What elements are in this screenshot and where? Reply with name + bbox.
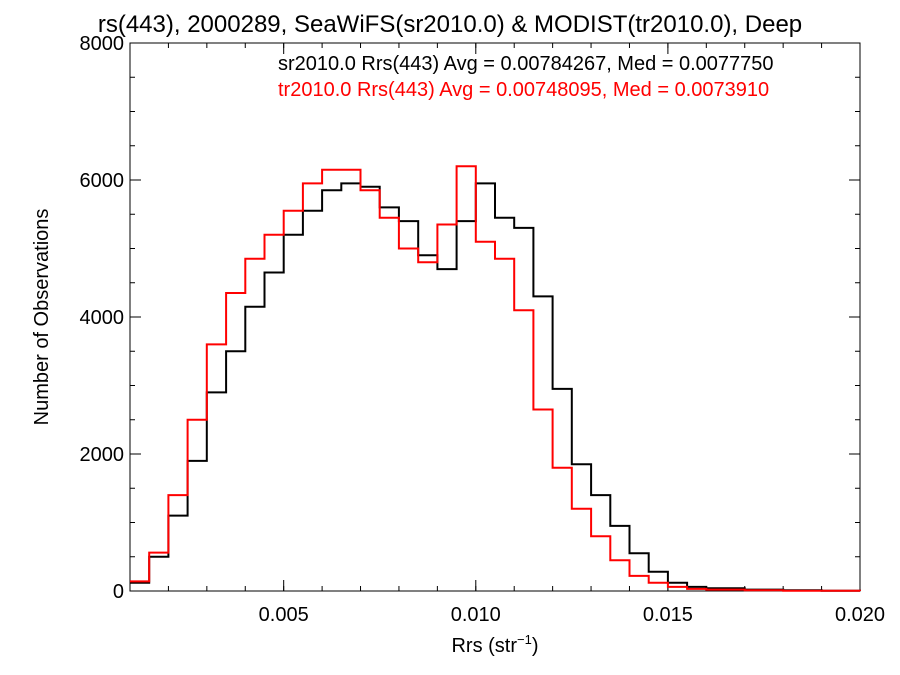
x-tick-label: 0.020 — [835, 604, 885, 626]
x-tick-label: 0.015 — [643, 604, 693, 626]
x-tick-label: 0.005 — [259, 604, 309, 626]
y-axis-label: Number of Observations — [31, 209, 53, 426]
y-tick-label: 2000 — [80, 444, 125, 466]
y-tick-label: 4000 — [80, 307, 125, 329]
legend-entry-series-1: tr2010.0 Rrs(443) Avg = 0.00748095, Med … — [278, 79, 769, 101]
x-axis: 0.005 0.010 0.015 0.020 — [129, 43, 885, 626]
x-axis-label-close: ) — [532, 635, 539, 657]
chart-title: rs(443), 2000289, SeaWiFS(sr2010.0) & MO… — [98, 11, 802, 38]
x-axis-label: Rrs (str−1) — [451, 632, 538, 657]
x-axis-label-text: Rrs (str — [451, 635, 517, 657]
series-lines — [130, 165, 861, 592]
y-tick-label: 6000 — [80, 170, 125, 192]
series-line-1 — [130, 165, 861, 592]
y-axis: 0 2000 4000 6000 8000 — [80, 33, 860, 603]
y-tick-label: 8000 — [80, 33, 125, 55]
x-tick-label: 0.010 — [451, 604, 501, 626]
y-tick-label: 0 — [113, 581, 124, 603]
x-axis-label-superscript: −1 — [517, 632, 532, 647]
legend-entry-series-0: sr2010.0 Rrs(443) Avg = 0.00784267, Med … — [278, 53, 774, 75]
